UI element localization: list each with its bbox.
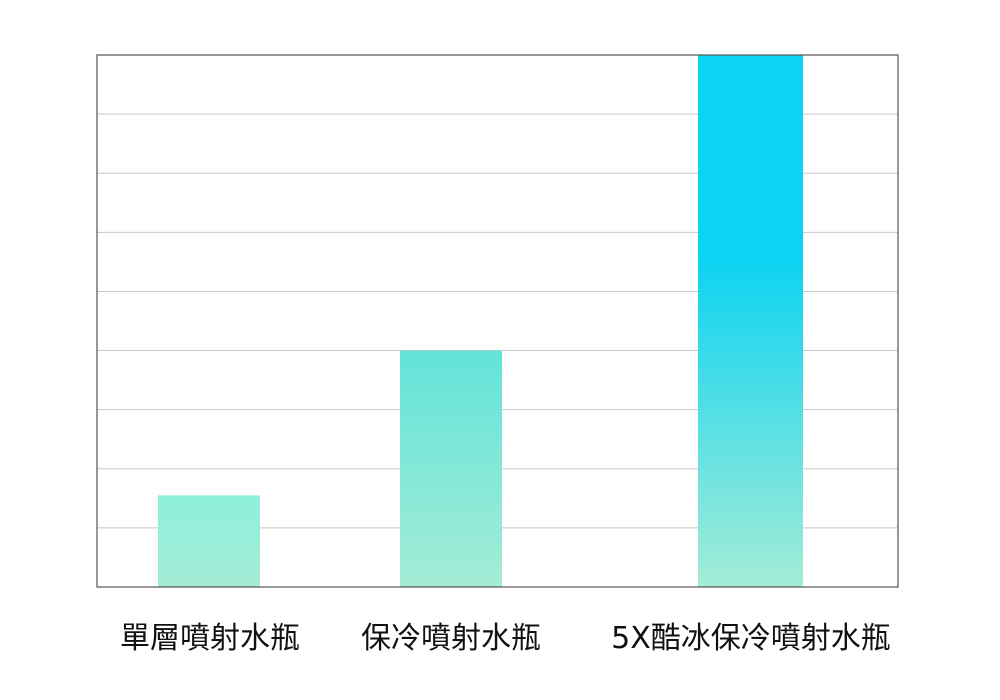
category-label-1: 單層噴射水瓶 <box>120 621 300 656</box>
bar-3 <box>698 55 803 587</box>
category-labels: 單層噴射水瓶 保冷噴射水瓶 5X酷冰保冷噴射水瓶 <box>120 621 891 656</box>
category-label-3: 5X酷冰保冷噴射水瓶 <box>611 621 891 656</box>
bars <box>158 55 803 587</box>
category-label-2: 保冷噴射水瓶 <box>361 621 541 656</box>
plot-frame <box>96 54 899 588</box>
bar-1 <box>158 495 260 587</box>
bar-2 <box>400 350 502 587</box>
